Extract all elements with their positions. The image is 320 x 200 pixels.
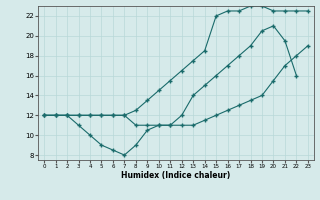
X-axis label: Humidex (Indice chaleur): Humidex (Indice chaleur) [121, 171, 231, 180]
